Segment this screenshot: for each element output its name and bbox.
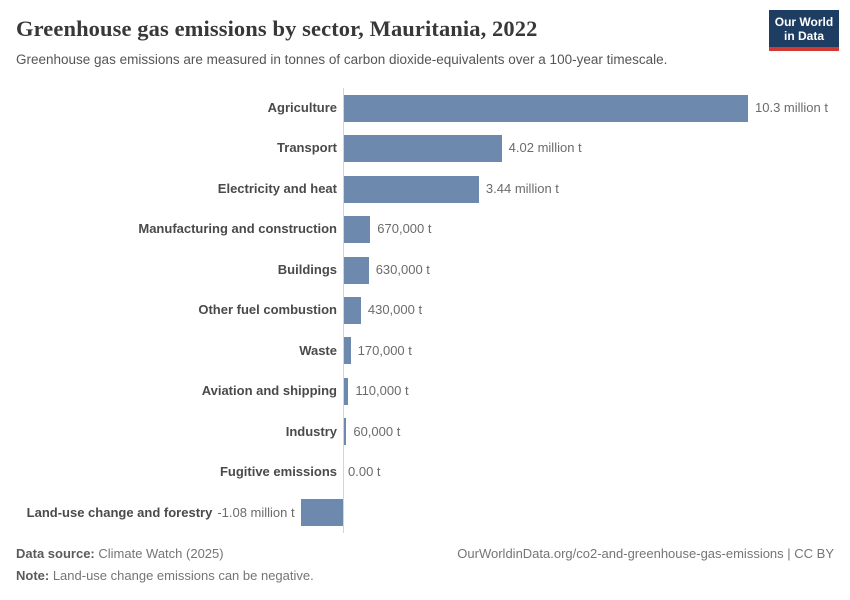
category-label: Aviation and shipping	[201, 383, 337, 399]
bar[interactable]	[344, 135, 502, 163]
chart-subtitle: Greenhouse gas emissions are measured in…	[16, 52, 668, 67]
chart-row: Other fuel combustion 430,000 t	[0, 290, 850, 330]
category-label: Transport	[277, 140, 337, 156]
category-label: Electricity and heat	[217, 180, 337, 196]
category-label: Other fuel combustion	[198, 302, 337, 318]
bar[interactable]	[344, 296, 361, 324]
value-label: 670,000 t	[377, 221, 432, 237]
bar[interactable]	[344, 337, 351, 365]
value-label: 630,000 t	[375, 261, 430, 277]
value-label: 3.44 million t	[485, 180, 559, 196]
y-axis-line	[343, 88, 344, 533]
data-source-line: Data source: Climate Watch (2025)	[16, 546, 834, 561]
value-label: 4.02 million t	[508, 140, 582, 156]
value-label: -1.08 million t	[217, 504, 295, 520]
chart-row: Aviation and shipping 110,000 t	[0, 371, 850, 411]
category-label: Industry	[285, 423, 337, 439]
bar[interactable]	[344, 94, 748, 122]
citation-link[interactable]: OurWorldinData.org/co2-and-greenhouse-ga…	[457, 546, 834, 561]
bar[interactable]	[344, 377, 349, 405]
chart-footer: Data source: Climate Watch (2025) Note: …	[16, 546, 834, 590]
bar-chart: Agriculture 10.3 million t Transport 4.02 m…	[0, 88, 850, 533]
note-line: Note: Land-use change emissions can be n…	[16, 568, 834, 583]
data-source-label: Data source:	[16, 546, 95, 561]
owid-logo-line2: in Data	[783, 28, 824, 43]
value-label: 60,000 t	[353, 423, 401, 439]
chart-row: Fugitive emissions 0.00 t	[0, 452, 850, 492]
category-label: Manufacturing and construction	[138, 221, 337, 237]
data-source-value: Climate Watch (2025)	[94, 546, 224, 561]
category-label: Fugitive emissions	[219, 464, 337, 480]
bar[interactable]	[344, 175, 479, 203]
category-label: Buildings	[277, 261, 337, 277]
value-label: 110,000 t	[355, 383, 409, 399]
value-label: 170,000 t	[357, 342, 412, 358]
category-and-value-label: Land-use change and forestry -1.08 millio…	[0, 493, 295, 533]
chart-row: Industry 60,000 t	[0, 412, 850, 452]
value-label: 10.3 million t	[755, 100, 828, 115]
chart-row: Buildings 630,000 t	[0, 250, 850, 290]
note-value: Land-use change emissions can be negativ…	[49, 568, 314, 583]
chart-row: Waste 170,000 t	[0, 331, 850, 371]
note-label: Note:	[16, 568, 50, 583]
category-label: Land-use change and forestry	[26, 504, 213, 520]
value-label: 0.00 t	[348, 464, 381, 480]
owid-logo-line1: Our World	[774, 14, 834, 29]
owid-logo[interactable]: Our World in Data	[769, 10, 839, 51]
bar[interactable]	[300, 499, 343, 527]
value-label: 430,000 t	[367, 302, 423, 318]
chart-row: Transport 4.02 million t	[0, 128, 850, 168]
chart-row: Land-use change and forestry -1.08 millio…	[0, 493, 850, 533]
category-label: Waste	[299, 342, 337, 358]
chart-row: Agriculture 10.3 million t	[0, 88, 850, 128]
chart-row: Electricity and heat 3.44 million t	[0, 169, 850, 209]
category-label: Agriculture	[267, 100, 337, 115]
bar[interactable]	[344, 418, 347, 446]
bar[interactable]	[344, 256, 369, 284]
chart-row: Manufacturing and construction 670,000 t	[0, 209, 850, 249]
page-title: Greenhouse gas emissions by sector, Maur…	[16, 16, 538, 41]
bar[interactable]	[344, 216, 371, 244]
